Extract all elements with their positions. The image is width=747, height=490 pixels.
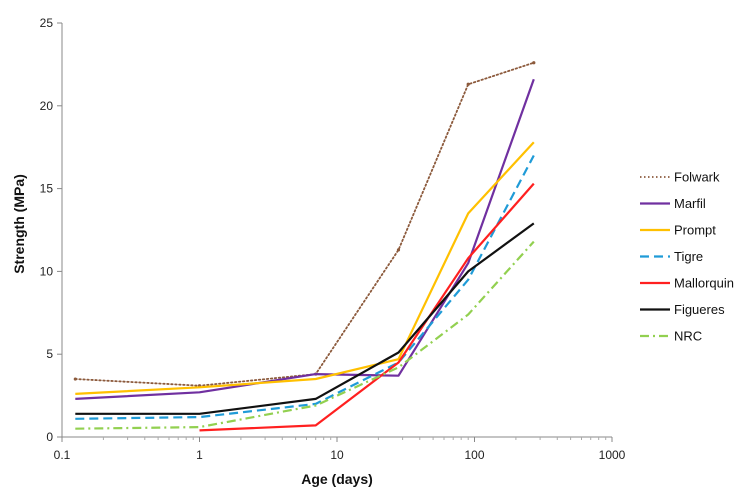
- x-tick-label: 100: [464, 448, 484, 462]
- data-point-folwark: [466, 82, 470, 86]
- data-point-folwark: [396, 248, 401, 252]
- y-tick-label: 0: [46, 430, 53, 444]
- x-tick-label: 1: [196, 448, 203, 462]
- x-tick-label: 10: [330, 448, 344, 462]
- y-tick-label: 10: [40, 264, 54, 278]
- legend-label-marfil: Marfil: [674, 196, 706, 211]
- y-tick-label: 15: [40, 182, 54, 196]
- legend-label-nrc: NRC: [674, 329, 702, 344]
- axis-ticks: 0 5 10 15 20 25 0.1 1 10 100 1000: [40, 16, 626, 462]
- series-line-mallorquin: [199, 182, 535, 432]
- legend-label-mallorquin: Mallorquin: [674, 276, 734, 291]
- legend: Folwark Marfil Prompt Tigre Mallorquin Figuer…: [640, 170, 734, 344]
- legend-label-tigre: Tigre: [674, 249, 703, 264]
- y-axis-title: Strength (MPa): [11, 174, 27, 274]
- legend-label-folwark: Folwark: [674, 170, 720, 185]
- series-line-tigre: [75, 154, 535, 420]
- plot-area: [61, 23, 612, 438]
- x-tick-label: 0.1: [54, 448, 71, 462]
- x-axis-title: Age (days): [301, 471, 373, 487]
- legend-label-prompt: Prompt: [674, 223, 716, 238]
- y-tick-label: 5: [46, 347, 53, 361]
- y-tick-label: 25: [40, 16, 54, 30]
- series-line-marfil: [75, 78, 535, 400]
- y-tick-label: 20: [40, 99, 54, 113]
- series-line-folwark: [74, 61, 535, 387]
- legend-label-figueres: Figueres: [674, 302, 725, 317]
- data-point-folwark: [73, 377, 77, 381]
- series-line-prompt: [75, 141, 535, 395]
- series-line-figueres: [75, 222, 535, 415]
- x-tick-label: 1000: [599, 448, 626, 462]
- data-point-folwark: [532, 61, 536, 65]
- series-line-nrc: [75, 240, 535, 430]
